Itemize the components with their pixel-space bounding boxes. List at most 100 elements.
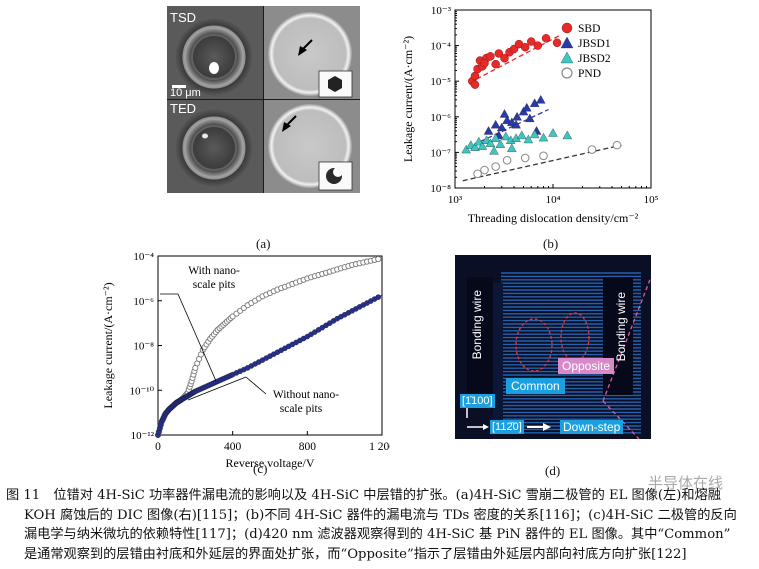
data-point	[473, 169, 482, 179]
data-point	[512, 111, 522, 121]
annotation-with-pits: With nano-	[188, 265, 240, 277]
data-point	[541, 34, 551, 43]
data-point	[474, 136, 484, 146]
plot-frame	[157, 255, 383, 436]
data-point	[495, 139, 506, 148]
data-point	[497, 122, 507, 132]
bonding-wire-left: Bonding wire	[470, 290, 484, 360]
x-tick-label: 10⁵	[644, 194, 659, 206]
panel-c-chart: 0 400 800 1 200 10⁻¹² 10⁻¹⁰ 10⁻⁸ 10⁻⁶ 10⁻⁴ Revers…	[101, 251, 390, 470]
annotation-without-pits: Without nano-	[273, 389, 339, 401]
figure-caption: 图 11 位错对 4H-SiC 功率器件漏电流的影响以及 4H-SiC 中层错的…	[6, 486, 754, 564]
data-point	[548, 128, 558, 137]
panel-d-label: (d)	[545, 463, 561, 478]
panel-b-chart: 10³ 10⁴ 10⁵ 10⁻⁸ 10⁻⁷ 10⁻⁶ 10⁻⁵ 10⁻⁴ 10⁻³ Threadi…	[401, 5, 659, 225]
legend-label: PND	[578, 68, 601, 80]
scale-bar-label: 10 μm	[170, 87, 201, 99]
data-point	[480, 58, 489, 68]
fit-line	[479, 108, 549, 143]
annotation-leader	[245, 376, 267, 395]
data-point	[520, 153, 530, 163]
x-tick-label: 400	[224, 441, 242, 453]
data-point	[500, 54, 509, 63]
y-axis-label: Leakage current/(A·cm⁻²)	[401, 36, 415, 162]
legend-marker	[561, 67, 573, 79]
data-point	[520, 42, 530, 52]
data-point	[511, 119, 521, 129]
y-tick-label: 10⁻⁷	[430, 147, 451, 159]
fit-line	[469, 34, 562, 84]
data-point	[375, 294, 382, 300]
data-point	[502, 155, 512, 165]
opposite-label: Opposite	[558, 358, 615, 374]
y-axis-label: Leakage current/(A·cm⁻²)	[101, 282, 115, 408]
caption-line: 图 11 位错对 4H-SiC 功率器件漏电流的影响以及 4H-SiC 中层错的…	[6, 488, 721, 503]
annotation-leader	[187, 376, 247, 401]
data-point	[562, 130, 573, 140]
data-point	[494, 49, 504, 58]
data-point	[507, 143, 517, 152]
y-tick-label: 10⁻¹²	[131, 430, 155, 442]
down-step-label: Down-step	[560, 420, 624, 434]
caption-line: 漏电学与纳米微坑的依赖特性[117]；(d)420 nm 滤波器观察得到的 4H…	[24, 527, 731, 542]
x-tick-label: 1 200	[369, 441, 390, 453]
data-point	[501, 131, 511, 141]
direction-vertical-label: [1̄100]	[460, 394, 495, 408]
legend-marker	[561, 22, 573, 34]
data-point	[461, 144, 471, 154]
y-tick-label: 10⁻⁶	[430, 112, 451, 124]
data-point	[490, 133, 501, 142]
y-tick-label: 10⁻⁶	[133, 296, 154, 308]
data-point	[490, 119, 501, 129]
y-tick-label: 10⁻⁸	[430, 183, 451, 195]
series-line	[157, 294, 383, 436]
fit-line	[462, 144, 622, 182]
y-tick-label: 10⁻¹⁰	[129, 385, 154, 397]
x-tick-label: 10⁴	[546, 194, 561, 206]
legend-marker	[560, 51, 574, 64]
panel-b-label: (b)	[543, 236, 559, 251]
data-point	[587, 145, 597, 154]
panel-d-el-image	[455, 255, 651, 439]
x-tick-label: 10³	[448, 194, 463, 206]
panel-a-micrographs	[167, 6, 360, 193]
data-point	[486, 52, 495, 61]
bonding-wire-right: Bonding wire	[614, 292, 628, 362]
direction-horizontal-label: [112̄0]	[490, 420, 524, 434]
caption-line: KOH 腐蚀后的 DIC 图像(右)[115]；(b)不同 4H-SiC 器件的…	[24, 507, 737, 523]
data-point	[529, 129, 540, 139]
legend-label: JBSD2	[578, 53, 611, 65]
data-point	[612, 140, 622, 150]
data-point	[499, 109, 510, 118]
data-point	[527, 37, 536, 46]
legend-label: SBD	[578, 23, 600, 35]
y-tick-label: 10⁻³	[431, 5, 452, 17]
y-tick-label: 10⁻⁴	[430, 41, 451, 53]
data-point	[470, 80, 480, 89]
data-point	[522, 102, 532, 112]
arrow-icon	[282, 39, 313, 132]
data-point	[489, 146, 499, 155]
plot-frame	[454, 9, 652, 189]
watermark: 半导体在线	[648, 474, 724, 492]
data-point	[538, 132, 549, 142]
ted-label: TED	[170, 101, 196, 116]
y-tick-label: 10⁻⁸	[133, 341, 154, 353]
data-point	[539, 151, 548, 161]
data-point	[485, 138, 496, 147]
x-tick-label: 800	[299, 441, 317, 453]
caption-line: 是通常观察到的层错由衬底和外延层的界面处扩张，而“Opposite”指示了层错由…	[24, 546, 687, 562]
data-point	[552, 38, 562, 48]
y-tick-label: 10⁻⁵	[430, 76, 451, 88]
data-point	[533, 41, 543, 50]
data-point	[535, 95, 546, 104]
y-tick-label: 10⁻⁴	[133, 251, 154, 263]
data-point	[483, 126, 494, 135]
panel-a-label: (a)	[256, 236, 271, 251]
annotation-without-pits: scale pits	[280, 403, 323, 415]
data-point	[502, 115, 512, 124]
series-line	[157, 257, 383, 436]
data-point	[491, 59, 500, 69]
data-point	[375, 256, 382, 263]
data-point	[491, 162, 500, 171]
